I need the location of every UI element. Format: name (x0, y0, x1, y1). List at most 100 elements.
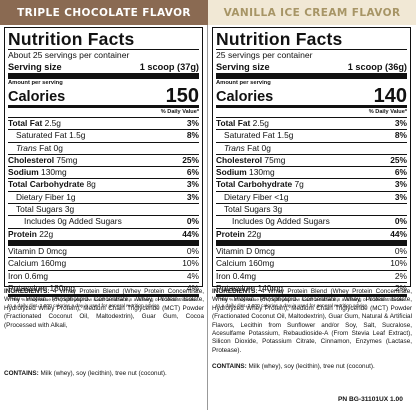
vitamin-row: Vitamin D 0mcg 0% (8, 246, 199, 257)
calories-label: Calories (216, 89, 274, 105)
serving-size-row: Serving size 1 scoop (37g) (8, 61, 199, 73)
nutrient-row: Dietary Fiber <1g 3% (216, 192, 407, 203)
vitamin-row: Potassium 140mg 2% (216, 283, 407, 294)
vitamin-amount: 0mcg (254, 245, 275, 256)
serving-size-label: Serving size (216, 62, 270, 72)
calories-row: Calories 150 (8, 86, 199, 106)
ingredients-text: INGREDIENTS: 4 Whey Protein Blend (Whey … (212, 288, 412, 360)
vitamin-name: Vitamin D (216, 245, 253, 256)
daily-value-header: % Daily Value* (160, 109, 199, 115)
vanilla-ice-cream-column: VANILLA ICE CREAM FLAVOR Nutrition Facts… (208, 0, 416, 410)
nutrient-amount: 75mg (56, 154, 78, 165)
vitamin-percent: 4% (186, 270, 199, 281)
ingredients-list: 4 Whey Protein Blend (Whey Protein Conce… (212, 288, 412, 354)
nutrient-row: Trans Fat 0g (216, 143, 407, 154)
nutrient-name: Saturated Fat (224, 130, 275, 141)
nutrient-amount: 22g (39, 228, 54, 239)
nutrient-percent: 0% (394, 216, 407, 227)
vitamin-percent: 0% (186, 245, 199, 256)
vitamin-row: Calcium 160mg 10% (216, 258, 407, 269)
nutrient-row: Sodium 130mg 6% (216, 167, 407, 178)
nutrient-amount: Fat 0g (247, 142, 271, 153)
nutrient-name: Total Sugars (16, 204, 63, 215)
nutrient-percent: 3% (394, 118, 407, 128)
nutrient-amount: 2.5g (252, 118, 269, 128)
calories-row: Calories 140 (216, 86, 407, 106)
vitamin-amount: 0.4mg (232, 270, 257, 281)
nutrient-name: Cholesterol (216, 154, 263, 165)
nutrient-percent: 3% (394, 179, 407, 190)
nutrient-percent: 3% (186, 179, 199, 190)
nutrient-amount: 2.5g (44, 118, 61, 128)
vitamin-amount: 180mg (49, 282, 76, 293)
nutrient-row: Saturated Fat 1.5g 8% (8, 130, 199, 141)
nutrient-row: Protein 22g 44% (8, 229, 199, 240)
vitamin-name: Vitamin D (8, 245, 45, 256)
nutrient-name: Total Fat (8, 118, 43, 128)
amount-per-serving-label: Amount per serving (216, 80, 271, 86)
vitamin-row: Potassium 180mg 4% (8, 283, 199, 294)
vitamin-row: Vitamin D 0mcg 0% (216, 246, 407, 257)
nutrient-name: Includes 0g Added Sugars (232, 216, 330, 227)
nutrient-percent: 6% (186, 167, 199, 178)
nutrient-amount: 130mg (41, 167, 67, 178)
nutrient-name: Sodium (216, 167, 247, 178)
nutrient-percent: 3% (394, 191, 407, 202)
flavor-banner: VANILLA ICE CREAM FLAVOR (208, 0, 416, 25)
serving-size-row: Serving size 1 scoop (36g) (216, 61, 407, 73)
nutrient-amount: 22g (247, 228, 262, 239)
vitamin-percent: 2% (394, 270, 407, 281)
flavor-banner: TRIPLE CHOCOLATE FLAVOR (0, 0, 208, 25)
vitamin-row: Calcium 160mg 10% (8, 258, 199, 269)
nutrient-name: Total Carbohydrate (8, 179, 85, 190)
vitamin-name: Calcium (8, 258, 39, 269)
serving-size-value: 1 scoop (36g) (347, 62, 407, 72)
nutrient-name: Dietary Fiber (16, 191, 64, 202)
nutrient-row: Trans Fat 0g (8, 143, 199, 154)
nutrient-row: Includes 0g Added Sugars 0% (216, 216, 407, 227)
nutrient-percent: 44% (390, 228, 407, 239)
vitamin-amount: 0.6mg (24, 270, 49, 281)
vitamin-percent: 2% (394, 282, 407, 293)
nutrient-name: Trans (224, 142, 245, 153)
contains-label: CONTAINS: (212, 363, 247, 370)
nutrient-amount: 7g (294, 179, 304, 190)
nutrient-row: Includes 0g Added Sugars 0% (8, 216, 199, 227)
vitamin-name: Potassium (216, 282, 256, 293)
nutrient-percent: 8% (394, 130, 407, 141)
nutrient-row: Total Fat 2.5g 3% (216, 118, 407, 129)
nutrient-amount: <1g (274, 191, 289, 202)
vitamin-amount: 160mg (248, 258, 275, 269)
triple-chocolate-column: TRIPLE CHOCOLATE FLAVOR Nutrition Facts … (0, 0, 208, 410)
vitamin-name: Calcium (216, 258, 247, 269)
nutrient-row: Total Carbohydrate 8g 3% (8, 179, 199, 190)
nutrient-name: Trans (16, 142, 37, 153)
nutrient-row: Cholesterol 75mg 25% (216, 155, 407, 166)
serving-size-value: 1 scoop (37g) (139, 62, 199, 72)
contains-list: Milk (whey), soy (lecithin), tree nut (c… (40, 370, 167, 377)
nutrient-amount: 3g (64, 204, 75, 215)
nutrient-row: Sodium 130mg 6% (8, 167, 199, 178)
part-number: PN BG-31101UX 1.00 (338, 396, 403, 403)
nutrient-amount: Fat 0g (39, 142, 63, 153)
calories-label: Calories (8, 89, 66, 105)
allergen-statement: CONTAINS: Milk (whey), soy (lecithin), t… (4, 370, 204, 378)
nutrient-percent: 6% (394, 167, 407, 178)
label-panel: Nutrition Facts 25 servings per containe… (208, 25, 416, 410)
vitamin-row: Iron 0.6mg 4% (8, 271, 199, 282)
nutrient-percent: 25% (390, 154, 407, 165)
vitamin-name: Iron (216, 270, 231, 281)
nutrient-name: Sodium (8, 167, 39, 178)
vitamin-name: Iron (8, 270, 23, 281)
daily-value-footnote: * The % Daily Value (DV) tells you how m… (216, 298, 404, 310)
nutrition-facts-panel: Nutrition Facts 25 servings per containe… (212, 27, 411, 309)
daily-value-header: % Daily Value* (368, 109, 407, 115)
serving-size-label: Serving size (8, 62, 62, 72)
nutrient-row: Total Fat 2.5g 3% (8, 118, 199, 129)
nutrition-facts-title: Nutrition Facts (8, 29, 135, 49)
vitamin-percent: 0% (394, 245, 407, 256)
nutrient-name: Total Fat (216, 118, 251, 128)
servings-per-container: About 25 servings per container (8, 50, 130, 60)
contains-list: Milk (whey), soy (lecithin), tree nut (c… (248, 363, 375, 370)
